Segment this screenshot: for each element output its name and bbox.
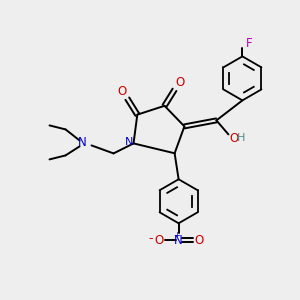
Text: O: O bbox=[175, 76, 184, 89]
Text: -: - bbox=[148, 232, 153, 245]
Text: O: O bbox=[230, 132, 239, 145]
Text: O: O bbox=[154, 234, 163, 247]
Text: N: N bbox=[125, 137, 134, 147]
Text: O: O bbox=[194, 234, 203, 247]
Text: H: H bbox=[237, 134, 246, 143]
Text: F: F bbox=[246, 37, 253, 50]
Text: +: + bbox=[173, 231, 180, 240]
Text: N: N bbox=[78, 136, 87, 149]
Text: N: N bbox=[174, 234, 183, 247]
Text: O: O bbox=[118, 85, 127, 98]
